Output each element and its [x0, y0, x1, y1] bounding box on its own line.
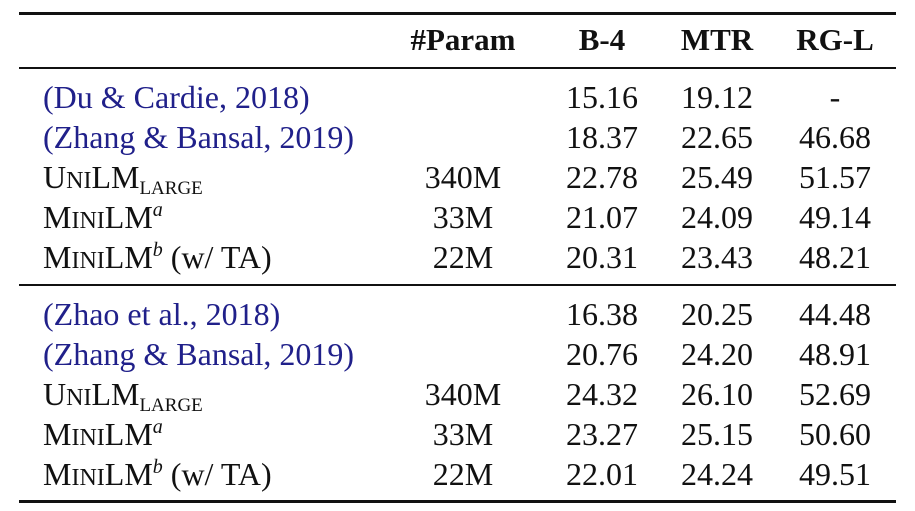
table-row: MINILMb (w/ TA) 22M 22.01 24.24 49.51: [0, 454, 915, 494]
method-name-smallcaps: INI: [71, 248, 105, 274]
method-name-smallcaps: INI: [71, 465, 105, 491]
method-name: UNILMLARGE: [43, 157, 203, 199]
method-name-cap1: M: [43, 239, 72, 275]
bottom-rule: [19, 500, 896, 503]
param-cell: 33M: [432, 416, 494, 452]
method-name-cap1: M: [43, 199, 72, 235]
b4-cell: 22.78: [566, 159, 638, 195]
param-cell: 340M: [424, 159, 502, 195]
header-mtr: MTR: [680, 22, 754, 57]
b4-cell: 20.76: [566, 336, 638, 372]
b4-cell: 15.16: [566, 79, 638, 115]
method-name: MINILMa: [43, 197, 163, 237]
mtr-cell: 24.24: [681, 456, 753, 492]
rgl-cell: 49.51: [799, 456, 871, 492]
rgl-cell: 44.48: [799, 296, 871, 332]
b4-cell: 24.32: [566, 376, 638, 412]
mtr-cell: 26.10: [681, 376, 753, 412]
b4-cell: 21.07: [566, 199, 638, 235]
table-row: UNILMLARGE 340M 24.32 26.10 52.69: [0, 374, 915, 416]
table-row: UNILMLARGE 340M 22.78 25.49 51.57: [0, 157, 915, 199]
method-name-cap2: LM: [104, 456, 153, 492]
table-row: (Zhang & Bansal, 2019) 18.37 22.65 46.68: [0, 117, 915, 157]
param-cell: [404, 294, 522, 334]
method-name-smallcaps: INI: [71, 208, 105, 234]
section-rule: [19, 284, 896, 286]
method-name-suffix: (w/ TA): [162, 456, 272, 492]
method-name-superscript: a: [152, 199, 163, 221]
method-name: MINILMb (w/ TA): [43, 237, 272, 277]
method-name: UNILMLARGE: [43, 374, 203, 416]
method-name-superscript: b: [152, 456, 163, 478]
method-name-smallcaps: NI: [66, 168, 92, 194]
table-row: MINILMb (w/ TA) 22M 20.31 23.43 48.21: [0, 237, 915, 277]
method-name-cap2: LM: [104, 199, 153, 235]
rgl-cell: 50.60: [799, 416, 871, 452]
mtr-cell: 23.43: [681, 239, 753, 275]
method-name-suffix: (w/ TA): [162, 239, 272, 275]
param-cell: 340M: [424, 376, 502, 412]
header-rule: [19, 67, 896, 69]
param-cell: 22M: [432, 456, 494, 492]
method-name: MINILMa: [43, 414, 163, 454]
method-name-cap1: M: [43, 456, 72, 492]
mtr-cell: 22.65: [681, 119, 753, 155]
method-name-cap2: LM: [104, 239, 153, 275]
method-citation[interactable]: (Du & Cardie, 2018): [43, 79, 310, 115]
mtr-cell: 25.49: [681, 159, 753, 195]
method-name-cap1: U: [43, 376, 67, 412]
method-name-superscript: a: [152, 416, 163, 438]
b4-cell: 22.01: [566, 456, 638, 492]
method-name-cap2: LM: [104, 416, 153, 452]
param-cell: 33M: [432, 199, 494, 235]
table-row: MINILMa 33M 21.07 24.09 49.14: [0, 197, 915, 237]
method-name-cap1: U: [43, 159, 67, 195]
b4-cell: 23.27: [566, 416, 638, 452]
rgl-cell: 48.91: [799, 336, 871, 372]
param-cell: [404, 334, 522, 374]
table-row: MINILMa 33M 23.27 25.15 50.60: [0, 414, 915, 454]
mtr-cell: 24.09: [681, 199, 753, 235]
rgl-cell: -: [829, 79, 841, 115]
method-name-superscript: b: [152, 239, 163, 261]
param-cell: 22M: [432, 239, 494, 275]
b4-cell: 18.37: [566, 119, 638, 155]
header-param: #Param: [410, 22, 516, 57]
rgl-cell: 46.68: [799, 119, 871, 155]
header-rgl: RG-L: [796, 22, 874, 57]
method-name-subscript: LARGE: [139, 395, 203, 416]
header-b4: B-4: [578, 22, 626, 57]
table-row: (Du & Cardie, 2018) 15.16 19.12 -: [0, 77, 915, 117]
mtr-cell: 24.20: [681, 336, 753, 372]
param-cell: [404, 77, 522, 117]
header-row: #Param B-4 MTR RG-L: [0, 20, 915, 60]
param-cell: [404, 117, 522, 157]
b4-cell: 16.38: [566, 296, 638, 332]
method-name-subscript: LARGE: [139, 178, 203, 199]
table-row: (Zhao et al., 2018) 16.38 20.25 44.48: [0, 294, 915, 334]
method-citation[interactable]: (Zhang & Bansal, 2019): [43, 119, 355, 155]
mtr-cell: 20.25: [681, 296, 753, 332]
rgl-cell: 52.69: [799, 376, 871, 412]
rgl-cell: 51.57: [799, 159, 871, 195]
method-name-smallcaps: INI: [71, 425, 105, 451]
b4-cell: 20.31: [566, 239, 638, 275]
method-name-cap2: LM: [91, 376, 140, 412]
method-name-cap2: LM: [91, 159, 140, 195]
rgl-cell: 48.21: [799, 239, 871, 275]
top-rule: [19, 12, 896, 15]
method-citation[interactable]: (Zhang & Bansal, 2019): [43, 336, 355, 372]
table-row: (Zhang & Bansal, 2019) 20.76 24.20 48.91: [0, 334, 915, 374]
method-citation[interactable]: (Zhao et al., 2018): [43, 296, 281, 332]
method-name-smallcaps: NI: [66, 385, 92, 411]
method-name: MINILMb (w/ TA): [43, 454, 272, 494]
mtr-cell: 19.12: [681, 79, 753, 115]
mtr-cell: 25.15: [681, 416, 753, 452]
method-name-cap1: M: [43, 416, 72, 452]
rgl-cell: 49.14: [799, 199, 871, 235]
